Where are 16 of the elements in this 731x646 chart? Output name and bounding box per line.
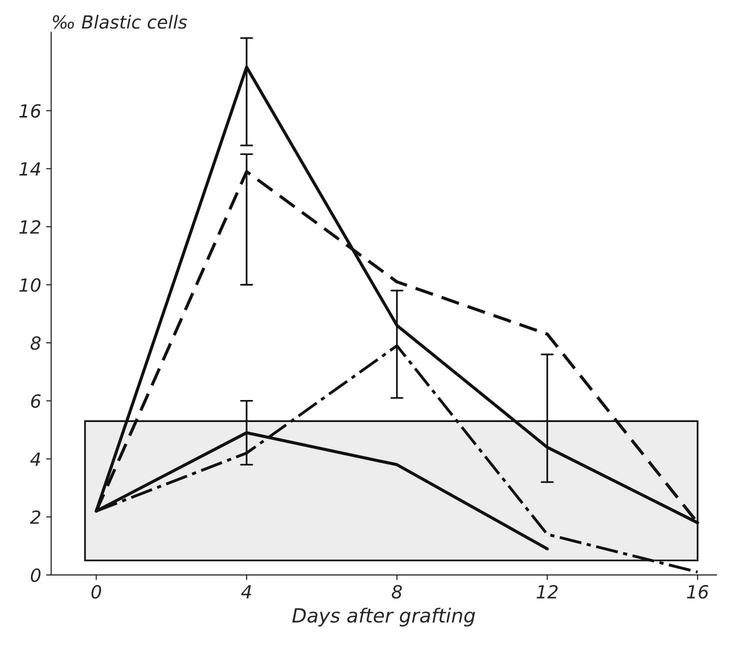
y-tick-label: 12 xyxy=(19,220,40,234)
x-tick-label: 0 xyxy=(91,584,102,599)
x-tick-label: 4 xyxy=(241,585,252,598)
x-tick-label: 16 xyxy=(686,584,708,599)
y-tick-label: 4 xyxy=(30,452,40,466)
x-tick-label: 8 xyxy=(392,584,402,599)
y-tick-label: 0 xyxy=(30,568,41,582)
y-tick-label: 16 xyxy=(19,104,41,118)
x-tick-label: 12 xyxy=(536,584,558,598)
y-axis-title: ‰ Blastic cells xyxy=(52,14,188,29)
y-tick-label: 2 xyxy=(30,510,40,524)
y-tick-label: 8 xyxy=(30,336,41,350)
x-axis-title: Days after grafting xyxy=(292,608,476,627)
y-tick-label: 10 xyxy=(19,278,41,292)
y-tick-label: 6 xyxy=(31,394,41,408)
y-tick-label: 14 xyxy=(19,162,40,176)
